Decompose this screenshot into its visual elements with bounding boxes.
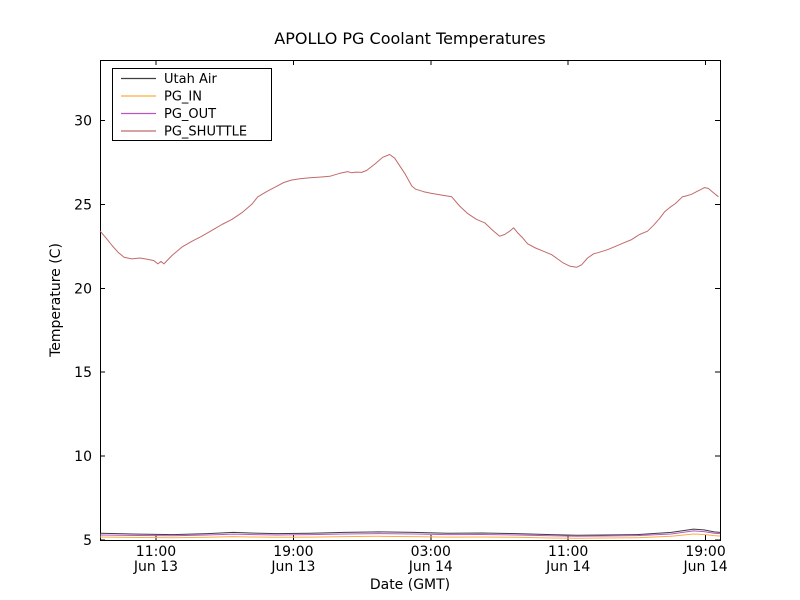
x-tick-label-date: Jun 13 [270,559,315,575]
x-tick-label-time: 11:00 [136,544,176,560]
legend-label-pg-in: PG_IN [164,90,202,105]
y-tick-label: 15 [74,365,92,381]
series-line-pg-in [99,533,721,539]
series-line-pg-shuttle [99,154,719,268]
data-series-layer [99,154,721,539]
legend-box [112,68,272,141]
x-tick-label-date: Jun 13 [133,559,178,575]
x-tick-label-time: 19:00 [273,544,313,560]
series-line-utah-air [99,528,721,536]
y-tick-label: 5 [83,533,92,549]
x-tick-label-date: Jun 14 [408,559,453,575]
legend: Utah Air PG_IN PG_OUT PG_SHUTTLE [112,68,272,141]
chart-title: APOLLO PG Coolant Temperatures [274,29,545,48]
legend-label-utah-air: Utah Air [164,72,217,87]
legend-label-pg-out: PG_OUT [164,107,216,122]
y-axis-label: Temperature (C) [48,243,64,358]
x-tick-label-date: Jun 14 [683,559,728,575]
y-tick-label: 25 [74,197,92,213]
series-line-pg-out [99,530,721,537]
x-tick-label-time: 11:00 [548,544,588,560]
y-tick-label: 30 [74,113,92,129]
y-tick-label: 20 [74,281,92,297]
x-tick-label-time: 03:00 [411,544,451,560]
legend-label-pg-shuttle: PG_SHUTTLE [164,125,247,140]
x-axis-label: Date (GMT) [370,577,450,593]
x-tick-label-date: Jun 14 [545,559,590,575]
y-tick-label: 10 [74,449,92,465]
x-tick-label-time: 19:00 [685,544,725,560]
